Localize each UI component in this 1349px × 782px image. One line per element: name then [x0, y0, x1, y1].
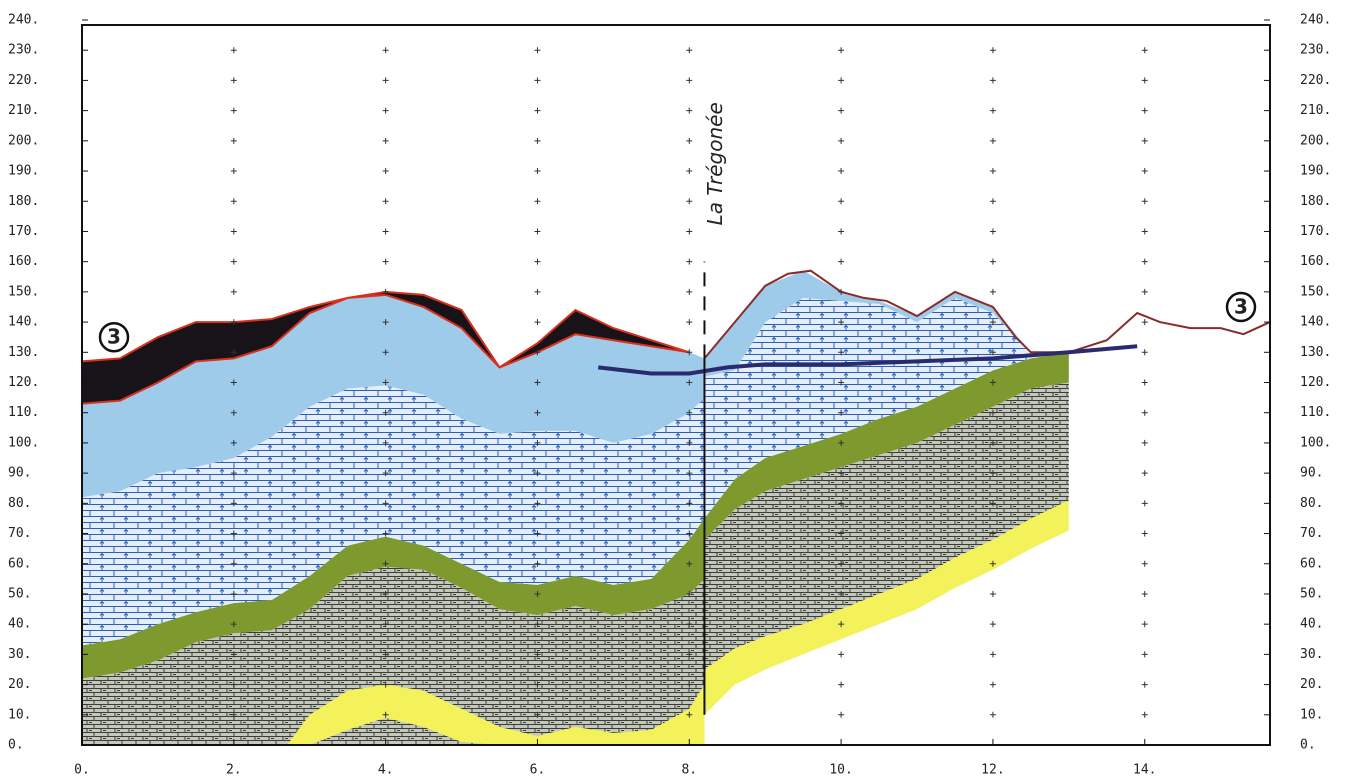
y-tick-label: 130.: [8, 345, 39, 360]
y-tick-label-right: 120.: [1300, 375, 1331, 390]
y-tick-label-right: 40.: [1300, 617, 1323, 632]
y-tick-label: 170.: [8, 224, 39, 239]
y-tick-label: 180.: [8, 194, 39, 209]
y-tick-label: 40.: [8, 617, 31, 632]
y-tick-label-right: 190.: [1300, 164, 1331, 179]
y-tick-label-right: 240.: [1300, 13, 1331, 28]
y-tick-label: 0.: [8, 738, 24, 753]
x-tick-label: 2.: [226, 763, 242, 778]
y-tick-label: 10.: [8, 707, 31, 722]
y-tick-label-right: 80.: [1300, 496, 1323, 511]
grid-cross: [1142, 47, 1148, 718]
y-tick-label: 90.: [8, 466, 31, 481]
x-tick-label: 8.: [681, 763, 697, 778]
y-tick-label: 190.: [8, 164, 39, 179]
y-tick-label: 70.: [8, 526, 31, 541]
y-tick-label: 230.: [8, 43, 39, 58]
y-tick-label-right: 70.: [1300, 526, 1323, 541]
x-tick-label: 10.: [829, 763, 852, 778]
y-tick-label-right: 140.: [1300, 315, 1331, 330]
y-tick-label-right: 20.: [1300, 677, 1323, 692]
y-tick-label: 160.: [8, 254, 39, 269]
fault-label: La Trégonée: [703, 102, 727, 225]
y-tick-label: 20.: [8, 677, 31, 692]
y-tick-label-right: 200.: [1300, 133, 1331, 148]
y-tick-label-right: 10.: [1300, 707, 1323, 722]
x-tick-label: 14.: [1133, 763, 1156, 778]
x-tick-label: 6.: [530, 763, 546, 778]
y-tick-label: 200.: [8, 133, 39, 148]
y-tick-label-right: 130.: [1300, 345, 1331, 360]
y-tick-label: 220.: [8, 73, 39, 88]
y-tick-label-right: 170.: [1300, 224, 1331, 239]
y-tick-label-right: 90.: [1300, 466, 1323, 481]
y-tick-label-right: 150.: [1300, 284, 1331, 299]
y-tick-label-right: 230.: [1300, 43, 1331, 58]
chart: La Trégonée0.0.10.10.20.20.30.30.40.40.5…: [0, 0, 1349, 782]
y-tick-label-right: 0.: [1300, 738, 1316, 753]
y-tick-label-right: 60.: [1300, 556, 1323, 571]
y-tick-label: 110.: [8, 405, 39, 420]
y-tick-label: 50.: [8, 586, 31, 601]
y-tick-label-right: 100.: [1300, 435, 1331, 450]
y-tick-label-right: 180.: [1300, 194, 1331, 209]
y-tick-label-right: 210.: [1300, 103, 1331, 118]
y-tick-label: 140.: [8, 315, 39, 330]
y-tick-label: 210.: [8, 103, 39, 118]
x-tick-label: 0.: [74, 763, 90, 778]
x-tick-label: 12.: [981, 763, 1004, 778]
y-tick-label: 80.: [8, 496, 31, 511]
y-tick-label: 150.: [8, 284, 39, 299]
y-tick-label: 30.: [8, 647, 31, 662]
section-label: 3: [107, 325, 121, 349]
x-tick-label: 4.: [378, 763, 394, 778]
y-tick-label-right: 220.: [1300, 73, 1331, 88]
page: La Trégonée0.0.10.10.20.20.30.30.40.40.5…: [0, 0, 1349, 782]
y-tick-label-right: 50.: [1300, 586, 1323, 601]
y-tick-label: 120.: [8, 375, 39, 390]
y-tick-label: 240.: [8, 13, 39, 28]
grid-cross: [990, 47, 996, 718]
y-tick-label: 100.: [8, 435, 39, 450]
y-tick-label-right: 160.: [1300, 254, 1331, 269]
y-tick-label-right: 110.: [1300, 405, 1331, 420]
section-label: 3: [1234, 294, 1248, 318]
y-tick-label-right: 30.: [1300, 647, 1323, 662]
y-tick-label: 60.: [8, 556, 31, 571]
